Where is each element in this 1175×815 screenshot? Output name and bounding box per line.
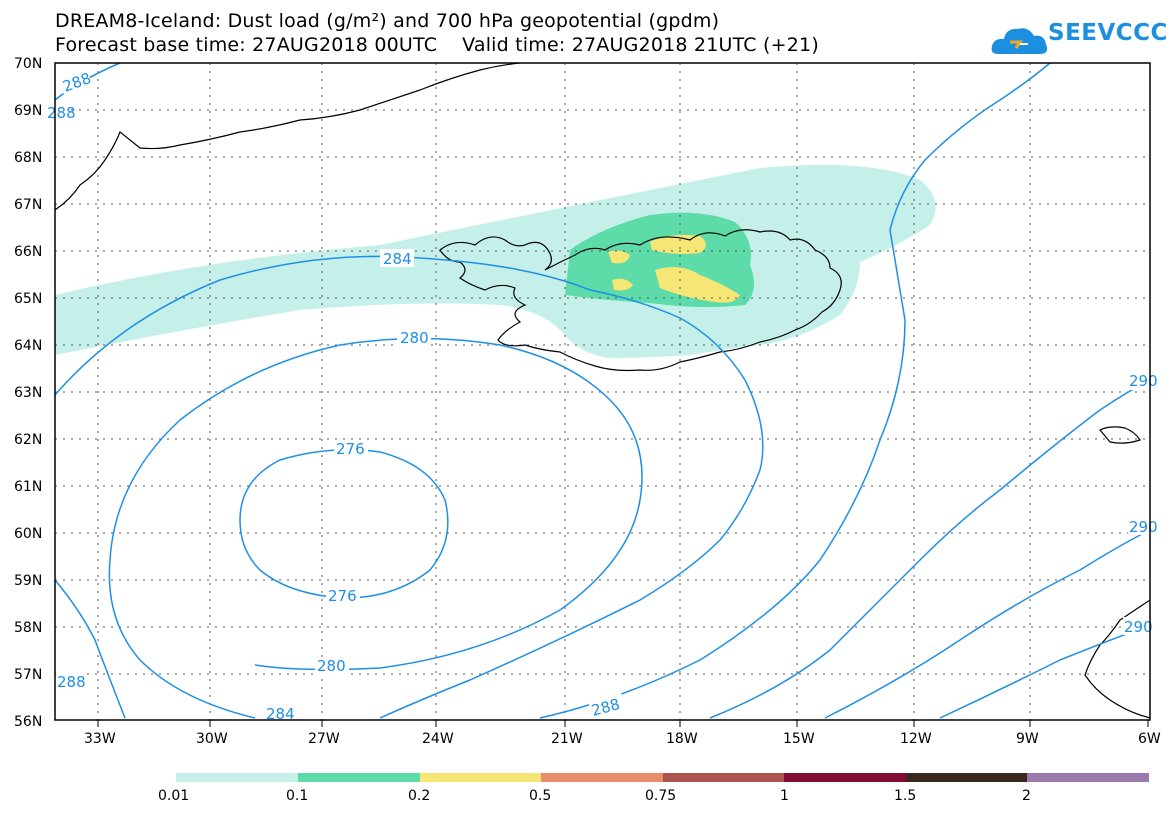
lon-label: 30W [196, 731, 228, 747]
contour-292-a [709, 379, 1151, 719]
lat-label: 68N [14, 150, 42, 166]
lat-label: 62N [14, 432, 42, 448]
greenland-coastline [54, 62, 521, 211]
axis-ticks [97, 720, 1149, 727]
colorbar-label: 0.1 [286, 788, 308, 804]
lat-label: 70N [14, 56, 42, 72]
lon-label: 18W [666, 731, 698, 747]
dust-area-0.2-west [608, 250, 630, 264]
colorbar-label: 0.2 [408, 788, 430, 804]
lat-label: 56N [14, 714, 42, 730]
contour-label: 280 [400, 329, 429, 347]
longitude-labels: 33W 30W 27W 24W 21W 18W 15W 12W 9W 6W [84, 731, 1161, 747]
lat-label: 67N [14, 197, 42, 213]
lon-label: 21W [551, 731, 583, 747]
contour-280 [108, 337, 643, 719]
faroe-shetland-coastline [1099, 426, 1141, 444]
contour-label: 280 [317, 657, 346, 675]
contour-label: 276 [328, 587, 357, 605]
geopotential-contours [54, 62, 1151, 719]
contour-label: 290 [1129, 518, 1158, 536]
colorbar-swatch [420, 773, 541, 782]
colorbar-swatch [784, 773, 906, 782]
lon-label: 15W [783, 731, 815, 747]
contour-label: 290 [1124, 618, 1153, 636]
colorbar-swatch [541, 773, 663, 782]
latitude-labels: 70N 69N 68N 67N 66N 65N 64N 63N 62N 61N … [14, 56, 42, 730]
contour-labels: 288 284 280 276 276 280 284 288 288 290 … [47, 67, 1158, 723]
coastlines [54, 62, 1151, 719]
colorbar-swatch [906, 773, 1027, 782]
dust-area-0.2-central [655, 266, 740, 303]
contour-label: 276 [336, 440, 365, 458]
lat-label: 58N [14, 620, 42, 636]
lat-label: 57N [14, 667, 42, 683]
colorbar-label: 0.01 [158, 788, 189, 804]
contour-288-se [539, 62, 1051, 719]
lat-label: 65N [14, 291, 42, 307]
dust-fill-layer [55, 164, 936, 358]
contour-276 [239, 449, 449, 599]
graticule [55, 63, 1150, 720]
contour-label: 288 [57, 673, 86, 691]
colorbar-label: 1 [780, 788, 789, 804]
forecast-time-line: Forecast base time: 27AUG2018 00UTC Vali… [55, 34, 819, 56]
map-frame [54, 62, 1151, 721]
lat-label: 61N [14, 479, 42, 495]
contour-label: 284 [383, 250, 412, 268]
logo-text: SEEVCCC [1048, 20, 1168, 46]
contour-label: 284 [266, 705, 295, 723]
colorbar-label: 0.5 [529, 788, 551, 804]
lon-label: 6W [1138, 731, 1161, 747]
dust-area-0.2-south [612, 278, 633, 291]
colorbar-label: 0.75 [645, 788, 676, 804]
contour-292-b [824, 529, 1151, 719]
seevccc-cloud-logo-icon [991, 28, 1048, 54]
contour-label: 288 [60, 69, 93, 96]
contour-288-sw [54, 579, 126, 719]
contour-label: 288 [47, 104, 76, 122]
lon-label: 24W [422, 731, 454, 747]
colorbar-label: 1.5 [894, 788, 916, 804]
lon-label: 33W [84, 731, 116, 747]
colorbar-swatch [663, 773, 784, 782]
lon-label: 12W [900, 731, 932, 747]
map-title: DREAM8-Iceland: Dust load (g/m²) and 700… [55, 10, 720, 32]
colorbar-swatch [176, 773, 298, 782]
lon-label: 27W [308, 731, 340, 747]
lon-label: 9W [1016, 731, 1039, 747]
colorbar: 0.01 0.1 0.2 0.5 0.75 1 1.5 2 [158, 773, 1149, 804]
contour-296 [939, 624, 1151, 719]
contour-284 [54, 255, 764, 719]
dust-area-0.01 [55, 164, 936, 358]
dust-area-0.2-north [650, 234, 706, 254]
lat-label: 59N [14, 573, 42, 589]
lat-label: 64N [14, 338, 42, 354]
contour-label: 290 [1129, 372, 1158, 390]
lat-label: 63N [14, 385, 42, 401]
colorbar-swatch [1027, 773, 1149, 782]
lat-label: 69N [14, 103, 42, 119]
lat-label: 66N [14, 244, 42, 260]
iceland-coastline [439, 229, 842, 372]
lat-label: 60N [14, 526, 42, 542]
contour-label: 288 [589, 695, 621, 720]
colorbar-swatch [298, 773, 420, 782]
scotland-coastline [1084, 599, 1151, 719]
colorbar-label: 2 [1022, 788, 1031, 804]
